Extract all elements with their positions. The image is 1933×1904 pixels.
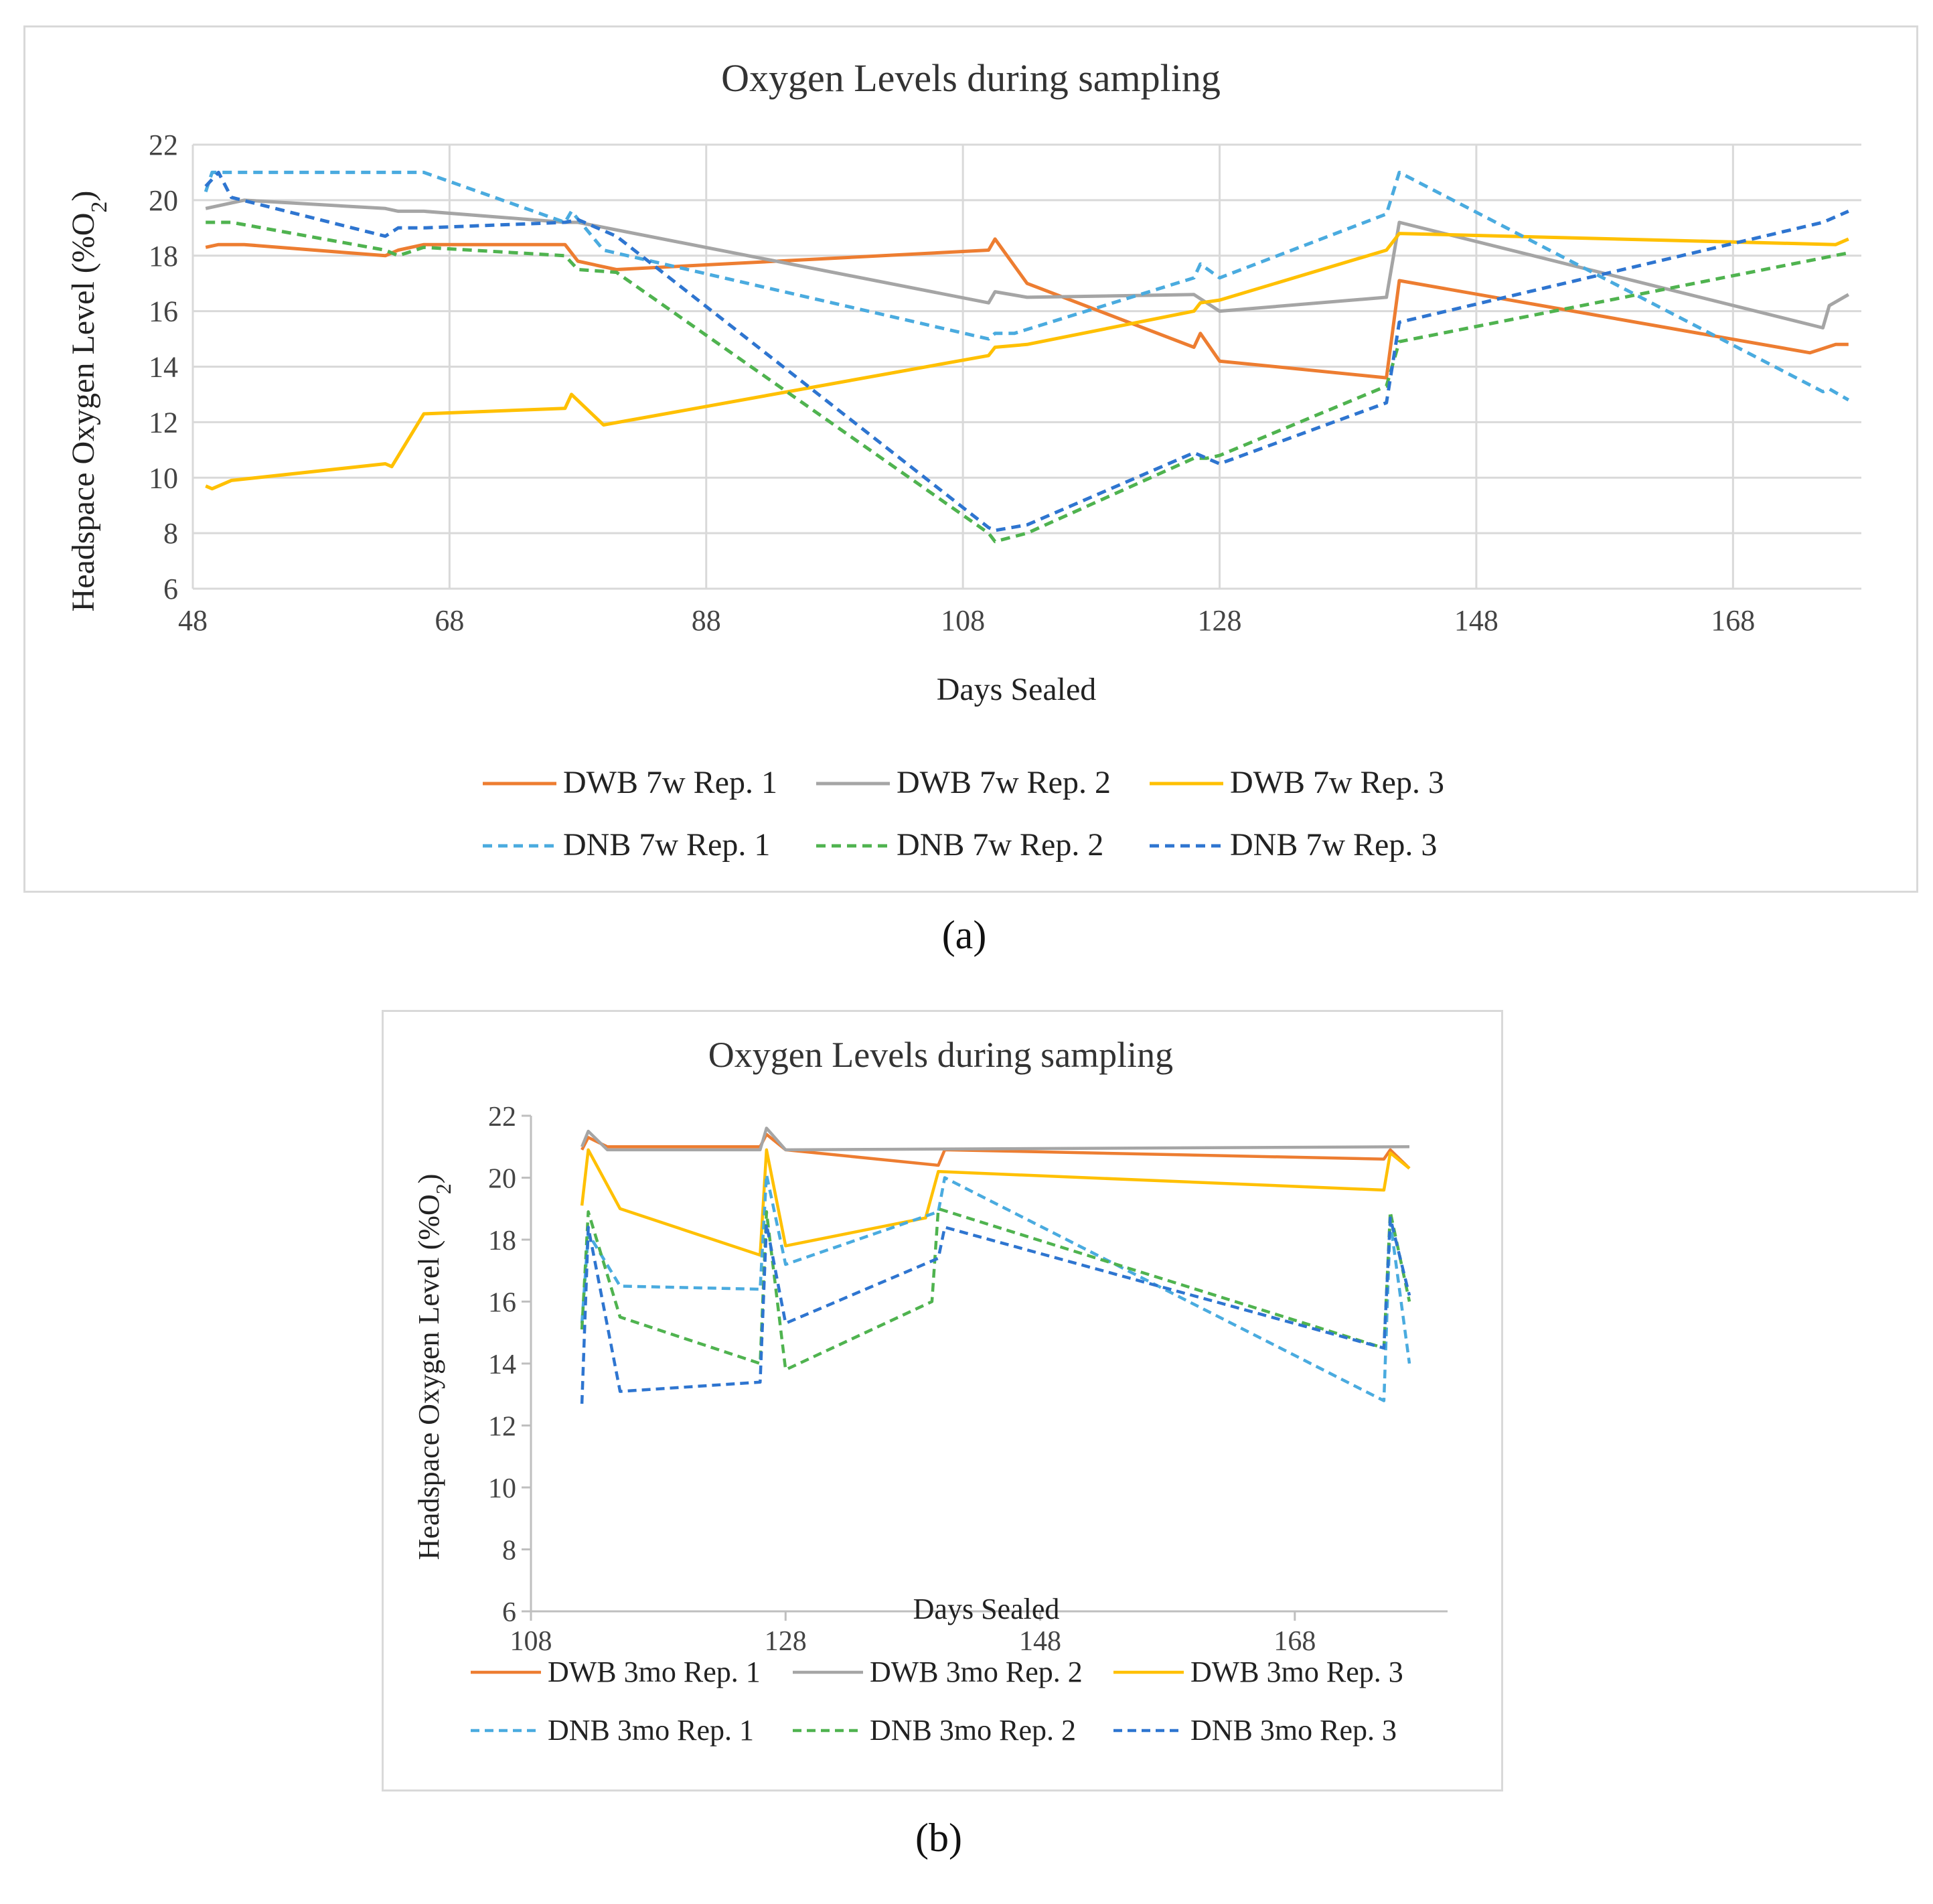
- chart-a-xlabel: Days Sealed: [937, 672, 1097, 707]
- legend-label: DNB 3mo Rep. 3: [1190, 1714, 1397, 1747]
- chart-panel-a: Oxygen Levels during sampling 6 8 10 12 14 16…: [23, 25, 1918, 893]
- y-tick-label: 8: [502, 1536, 516, 1566]
- chart-a-svg: Oxygen Levels during sampling 6810121416…: [66, 56, 1861, 863]
- y-tick-label: 6: [163, 573, 178, 605]
- series-line-5: [580, 1207, 1411, 1372]
- x-tick-label: 148: [1454, 604, 1498, 637]
- series-line-2: [205, 198, 1850, 329]
- series-line-1: [581, 1132, 1411, 1170]
- series-line-6: [204, 170, 1849, 532]
- y-tick-label: 16: [488, 1288, 516, 1319]
- x-tick-label: 128: [765, 1626, 807, 1657]
- chart-a-legend: DWB 7w Rep. 1 DWB 7w Rep. 2 DWB 7w Rep. 3 D…: [483, 765, 1444, 863]
- x-tick-label: 148: [1019, 1626, 1061, 1657]
- y-tick-label: 10: [488, 1473, 516, 1504]
- y-tick-label: 16: [149, 295, 178, 328]
- chart-a-title: Oxygen Levels during sampling: [721, 56, 1221, 100]
- chart-a-ylabel: Headspace Oxygen Level (%O2): [66, 191, 112, 612]
- y-tick-label: 14: [149, 351, 178, 384]
- chart-a-grid: [191, 143, 1861, 590]
- caption-a: (a): [941, 913, 987, 957]
- chart-b-yticks: 6 8 10 12 14 16 18 20 22: [488, 1102, 516, 1628]
- y-tick-label: 18: [149, 240, 178, 273]
- series-line-3: [205, 232, 1849, 491]
- legend-label: DWB 3mo Rep. 2: [870, 1656, 1083, 1688]
- x-tick-label: 108: [510, 1626, 552, 1657]
- legend-label: DWB 7w Rep. 1: [563, 765, 777, 800]
- chart-a-yticks: 6 8 10 12 14 16 18 20 22: [149, 129, 178, 605]
- legend-label: DNB 3mo Rep. 1: [548, 1714, 754, 1747]
- legend-label: DNB 7w Rep. 1: [563, 827, 770, 863]
- series-line-3: [580, 1148, 1411, 1257]
- y-tick-label: 12: [149, 406, 178, 439]
- legend-label: DNB 7w Rep. 2: [897, 827, 1103, 863]
- x-tick-label: 88: [692, 604, 721, 637]
- chart-b-svg: Oxygen Levels during sampling 6 8 10 12 14 16…: [412, 1035, 1448, 1747]
- chart-b-legend: DWB 3mo Rep. 1 DWB 3mo Rep. 2 DWB 3mo Rep.…: [471, 1656, 1403, 1747]
- series-line-6: [580, 1216, 1411, 1404]
- y-tick-label: 10: [149, 461, 178, 494]
- y-tick-label: 22: [149, 129, 178, 161]
- y-tick-label: 20: [488, 1164, 516, 1195]
- chart-b-title: Oxygen Levels during sampling: [708, 1035, 1173, 1075]
- chart-b-series: [580, 1126, 1411, 1404]
- chart-a-series: [204, 170, 1850, 544]
- x-tick-label: 168: [1711, 604, 1755, 637]
- y-tick-label: 12: [488, 1412, 516, 1443]
- chart-b-ylabel: Headspace Oxygen Level (%O2): [412, 1174, 455, 1560]
- series-line-5: [206, 220, 1849, 544]
- chart-panel-b: Oxygen Levels during sampling 6 8 10 12 14 16…: [382, 1010, 1503, 1791]
- chart-a-xticks: 48 68 88 108 128 148 168: [178, 604, 1755, 637]
- legend-label: DWB 3mo Rep. 1: [548, 1656, 761, 1688]
- y-tick-label: 6: [502, 1597, 516, 1628]
- caption-b: (b): [915, 1816, 962, 1860]
- y-tick-label: 22: [488, 1102, 516, 1132]
- y-tick-label: 20: [149, 184, 178, 217]
- chart-b-xlabel: Days Sealed: [913, 1593, 1060, 1625]
- x-tick-label: 68: [435, 604, 464, 637]
- y-tick-label: 18: [488, 1226, 516, 1256]
- x-tick-label: 128: [1198, 604, 1242, 637]
- chart-b-axis: [522, 1114, 1448, 1621]
- legend-label: DNB 7w Rep. 3: [1230, 827, 1437, 863]
- y-tick-label: 14: [488, 1349, 516, 1380]
- x-tick-label: 168: [1273, 1626, 1316, 1657]
- legend-label: DWB 7w Rep. 3: [1230, 765, 1444, 800]
- legend-label: DWB 7w Rep. 2: [897, 765, 1111, 800]
- series-line-2: [581, 1126, 1410, 1152]
- x-tick-label: 48: [178, 604, 208, 637]
- series-line-4: [580, 1173, 1411, 1402]
- series-line-1: [205, 237, 1849, 380]
- legend-label: DWB 3mo Rep. 3: [1190, 1656, 1403, 1688]
- y-tick-label: 8: [163, 517, 178, 550]
- x-tick-label: 108: [941, 604, 985, 637]
- series-line-4: [204, 170, 1850, 402]
- chart-b-xticks: 108 128 148 168: [510, 1626, 1316, 1657]
- legend-label: DNB 3mo Rep. 2: [870, 1714, 1076, 1747]
